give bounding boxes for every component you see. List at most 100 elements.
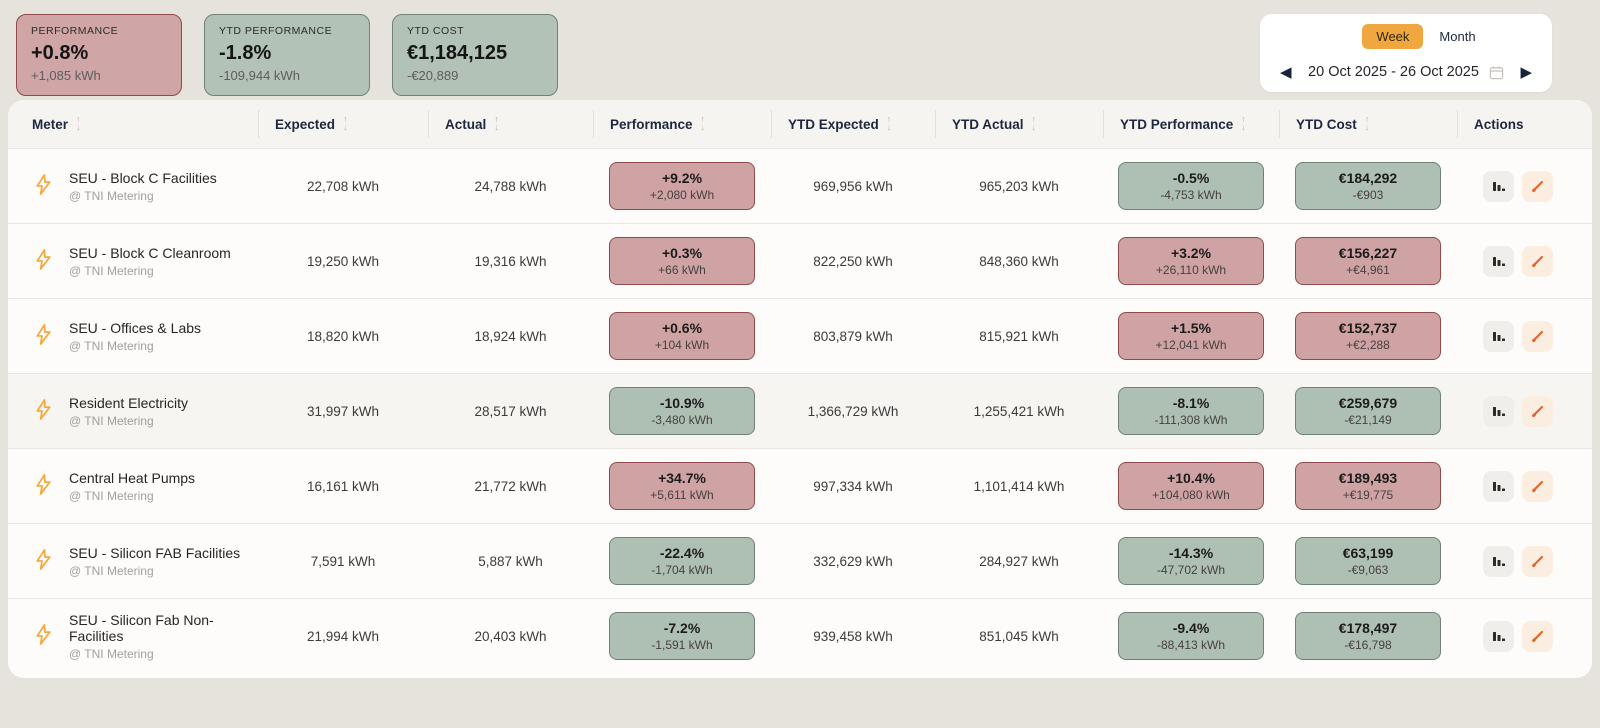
performance-badge: +0.3% +66 kWh (609, 237, 755, 285)
lightning-bolt-icon (32, 548, 55, 574)
table-row: Central Heat Pumps @ TNI Metering 16,161… (8, 448, 1592, 523)
performance-percent: +9.2% (661, 170, 703, 186)
card-subvalue: -109,944 kWh (219, 68, 300, 83)
date-navigation: ◀ 20 Oct 2025 - 26 Oct 2025 ▶ (1278, 64, 1534, 80)
meter-cell: Resident Electricity @ TNI Metering (8, 395, 258, 428)
ytd-cost-value: €156,227 (1338, 245, 1398, 261)
lightning-bolt-icon (32, 398, 55, 424)
edit-button[interactable] (1522, 170, 1553, 202)
ytd-cost-badge: €152,737 +€2,288 (1295, 312, 1441, 360)
month-toggle-button[interactable]: Month (1431, 24, 1483, 49)
card-value: €1,184,125 (407, 41, 508, 64)
week-toggle-button[interactable]: Week (1362, 24, 1424, 49)
edit-button[interactable] (1522, 395, 1553, 427)
sort-icon[interactable]: ↑ ↓ (1031, 114, 1037, 132)
performance-cell: +34.7% +5,611 kWh (593, 462, 771, 510)
actual-value: 24,788 kWh (474, 178, 547, 194)
ytd-performance-cell: -8.1% -111,308 kWh (1103, 387, 1279, 435)
view-chart-button[interactable] (1483, 170, 1514, 202)
lightning-bolt-icon (32, 473, 55, 499)
performance-delta: +2,080 kWh (649, 188, 715, 202)
table-header-row: Meter ↑ ↓ Expected ↑ ↓ Actual ↑ ↓ Performan… (8, 100, 1592, 148)
sort-icon[interactable]: ↑ ↓ (76, 114, 81, 132)
column-header-actual[interactable]: Actual ↑ ↓ (428, 110, 593, 138)
next-period-button[interactable]: ▶ (1520, 63, 1532, 81)
sort-icon[interactable]: ↑ ↓ (1241, 114, 1246, 132)
ytd-performance-cell: +10.4% +104,080 kWh (1103, 462, 1279, 510)
ytd-performance-percent: -0.5% (1172, 170, 1210, 186)
meter-cell: SEU - Silicon FAB Facilities @ TNI Meter… (8, 545, 258, 578)
expected-value: 31,997 kWh (306, 403, 380, 419)
column-header-ytd-expected[interactable]: YTD Expected ↑ ↓ (771, 110, 935, 138)
lightning-bolt-icon (32, 173, 55, 199)
sort-icon[interactable]: ↑ ↓ (700, 114, 706, 132)
sort-icon[interactable]: ↑ ↓ (494, 114, 499, 132)
ytd-performance-percent: -14.3% (1168, 545, 1214, 561)
ytd-cost-cell: €63,199 -€9,063 (1279, 537, 1457, 585)
ytd-cost-badge: €259,679 -€21,149 (1295, 387, 1441, 435)
meter-name: SEU - Silicon FAB Facilities (69, 544, 241, 561)
performance-card: PERFORMANCE +0.8% +1,085 kWh (16, 14, 182, 96)
expected-value: 18,820 kWh (306, 328, 380, 344)
column-label: Expected (275, 116, 336, 132)
meter-source: @ TNI Metering (69, 188, 154, 203)
ytd-actual-value: 284,927 kWh (979, 553, 1059, 569)
table-row: SEU - Offices & Labs @ TNI Metering 18,8… (8, 298, 1592, 373)
ytd-performance-delta: +104,080 kWh (1152, 488, 1230, 502)
view-chart-button[interactable] (1483, 320, 1514, 352)
sort-icon[interactable]: ↑ ↓ (343, 114, 348, 132)
actual-value: 28,517 kWh (474, 403, 547, 419)
view-chart-button[interactable] (1483, 245, 1514, 277)
column-header-performance[interactable]: Performance ↑ ↓ (593, 110, 771, 138)
ytd-cost-delta: -€9,063 (1347, 563, 1389, 577)
view-toggle: Week Month (1312, 24, 1534, 49)
column-label: Meter (32, 116, 69, 132)
view-chart-button[interactable] (1483, 620, 1514, 652)
column-header-ytd-performance[interactable]: YTD Performance ↑ ↓ (1103, 110, 1279, 138)
ytd-cost-cell: €156,227 +€4,961 (1279, 237, 1457, 285)
actions-cell (1457, 395, 1592, 427)
ytd-cost-delta: -€903 (1352, 188, 1384, 202)
card-value: +0.8% (31, 41, 89, 64)
ytd-performance-cell: -14.3% -47,702 kWh (1103, 537, 1279, 585)
ytd-performance-percent: +1.5% (1170, 320, 1212, 336)
ytd-cost-badge: €178,497 -€16,798 (1295, 612, 1441, 660)
table-row: SEU - Silicon Fab Non-Facilities @ TNI M… (8, 598, 1592, 673)
edit-button[interactable] (1522, 545, 1553, 577)
ytd-cost-cell: €178,497 -€16,798 (1279, 612, 1457, 660)
card-label: YTD COST (407, 25, 465, 37)
edit-button[interactable] (1522, 470, 1553, 502)
view-chart-button[interactable] (1483, 395, 1514, 427)
meter-name: SEU - Block C Facilities (69, 169, 217, 186)
column-label: YTD Actual (952, 116, 1024, 132)
ytd-cost-value: €189,493 (1338, 470, 1398, 486)
performance-delta: +104 kWh (654, 338, 710, 352)
meter-text: Resident Electricity @ TNI Metering (69, 395, 188, 428)
sort-icon[interactable]: ↑ ↓ (886, 114, 892, 132)
view-chart-button[interactable] (1483, 470, 1514, 502)
actions-cell (1457, 320, 1592, 352)
ytd-actual-value: 848,360 kWh (979, 253, 1059, 269)
ytd-cost-cell: €152,737 +€2,288 (1279, 312, 1457, 360)
ytd-expected-value: 939,458 kWh (813, 628, 893, 644)
expected-value: 7,591 kWh (310, 553, 376, 569)
table-row: SEU - Block C Facilities @ TNI Metering … (8, 148, 1592, 223)
edit-button[interactable] (1522, 320, 1553, 352)
expected-value: 22,708 kWh (306, 178, 380, 194)
edit-button[interactable] (1522, 620, 1553, 652)
column-header-ytd-cost[interactable]: YTD Cost ↑ ↓ (1279, 110, 1457, 138)
view-chart-button[interactable] (1483, 545, 1514, 577)
previous-period-button[interactable]: ◀ (1280, 63, 1292, 81)
sort-icon[interactable]: ↑ ↓ (1364, 114, 1370, 132)
performance-cell: +9.2% +2,080 kWh (593, 162, 771, 210)
meter-source: @ TNI Metering (69, 338, 154, 353)
edit-button[interactable] (1522, 245, 1553, 277)
ytd-performance-percent: +10.4% (1167, 470, 1215, 486)
column-header-expected[interactable]: Expected ↑ ↓ (258, 110, 428, 138)
actions-cell (1457, 170, 1592, 202)
ytd-cost-cell: €259,679 -€21,149 (1279, 387, 1457, 435)
actual-value: 20,403 kWh (474, 628, 547, 644)
column-header-ytd-actual[interactable]: YTD Actual ↑ ↓ (935, 110, 1103, 138)
calendar-icon[interactable] (1489, 65, 1504, 80)
column-header-meter[interactable]: Meter ↑ ↓ (8, 110, 258, 138)
